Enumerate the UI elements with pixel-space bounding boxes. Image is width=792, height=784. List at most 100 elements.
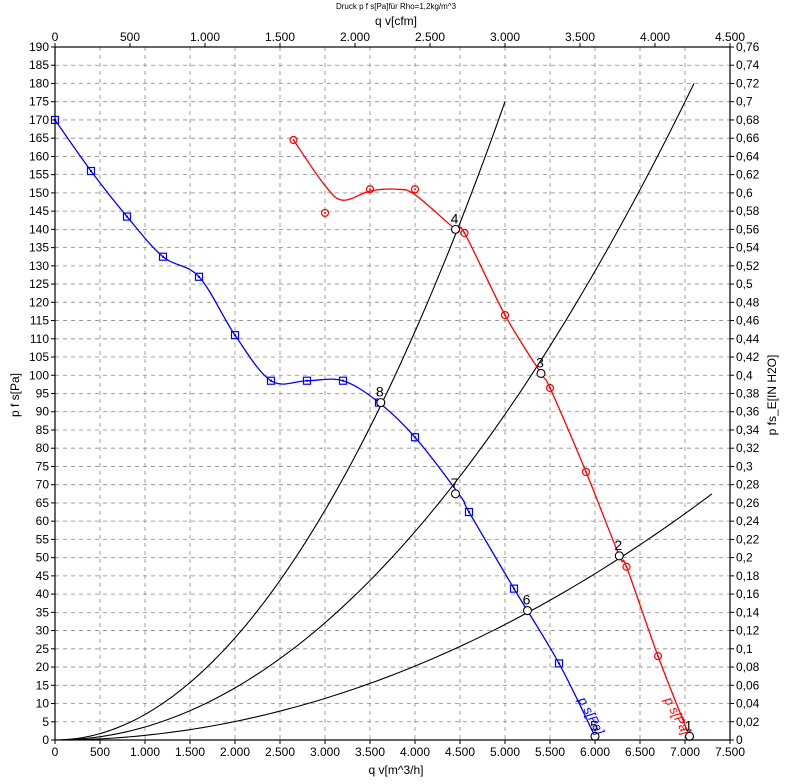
y-tick-label: 70 [36, 478, 50, 492]
operating-point [522, 605, 533, 616]
y-tick-label: 30 [36, 624, 50, 638]
y2-tick-label: 0,22 [736, 532, 760, 546]
y2-tick-label: 0,08 [736, 660, 760, 674]
y-tick-label: 65 [36, 496, 50, 510]
y-tick-label: 150 [29, 186, 49, 200]
y2-tick-label: 0,66 [736, 131, 760, 145]
x-tick-label: 7.000 [670, 745, 700, 759]
operating-point-label: 7 [451, 475, 459, 491]
series-marker-dot [414, 188, 416, 191]
series-marker [289, 135, 298, 145]
series-marker [509, 584, 519, 593]
y2-tick-label: 0,76 [736, 40, 760, 54]
series-marker [410, 433, 420, 442]
y-tick-label: 100 [29, 368, 49, 382]
y-tick-label: 20 [36, 660, 50, 674]
y-tick-label: 45 [36, 569, 50, 583]
series-marker-dot [342, 379, 344, 382]
series-marker [320, 208, 330, 218]
y2-tick-label: 0,16 [736, 587, 760, 601]
x2-tick-label: 3.000 [490, 30, 520, 44]
x-tick-label: 2.500 [265, 745, 295, 759]
y2-tick-label: 0,28 [736, 478, 760, 492]
grid [55, 47, 730, 740]
series-marker-dot [198, 275, 200, 278]
operating-point [450, 489, 461, 499]
series-line-1 [292, 139, 691, 737]
x-tick-label: 5.000 [490, 745, 520, 759]
y-tick-label: 0 [42, 733, 49, 747]
series-marker-dot [463, 232, 466, 235]
series-marker [194, 272, 204, 281]
x2-tick-label: 4.500 [715, 30, 745, 44]
y2-tick-label: 0,18 [736, 569, 760, 583]
y2-tick-label: 0,74 [736, 58, 760, 72]
y-tick-label: 105 [29, 350, 49, 364]
y-tick-label: 110 [30, 332, 49, 346]
series-marker [86, 166, 96, 176]
x-tick-label: 4.000 [400, 745, 430, 759]
operating-point [536, 368, 546, 378]
y-tick-label: 95 [36, 387, 50, 401]
y-tick-label: 120 [29, 295, 49, 309]
y-tick-label: 60 [36, 514, 50, 528]
x2-tick-label: 1.500 [265, 30, 295, 44]
x-tick-label: 500 [90, 745, 110, 759]
series-marker [158, 252, 168, 261]
x2-tick-label: 2.000 [340, 30, 370, 44]
series-marker [410, 185, 420, 194]
y2-tick-label: 0,72 [736, 76, 760, 90]
y2-tick-label: 0,56 [736, 222, 760, 236]
y2-tick-label: 0,6 [736, 186, 753, 200]
x-tick-label: 0 [52, 745, 59, 759]
y-tick-label: 115 [30, 314, 49, 328]
series-marker [338, 376, 348, 385]
y-tick-label: 135 [29, 241, 49, 255]
y2-tick-label: 0,54 [736, 241, 760, 255]
y2-tick-label: 0,3 [736, 459, 753, 473]
y-tick-label: 185 [29, 58, 49, 72]
x-tick-label: 1.000 [130, 745, 160, 759]
series-marker-dot [90, 170, 92, 173]
series-marker-dot [625, 565, 628, 568]
data-series [50, 115, 691, 737]
series-marker [230, 331, 240, 340]
series-marker-dot [513, 587, 515, 590]
series-marker-dot [468, 511, 470, 514]
y2-tick-label: 0,02 [736, 715, 760, 729]
x2-tick-label: 2.500 [415, 30, 445, 44]
series-marker-dot [414, 436, 416, 439]
series-marker-dot [585, 470, 587, 473]
y-tick-label: 80 [36, 441, 50, 455]
series-marker [500, 310, 510, 320]
axis-ticks: 0 500 1.000 1.500 2.000 2.500 3.000 3.500 4.000 4… [29, 30, 760, 759]
series-marker [653, 652, 663, 661]
series-marker [365, 185, 375, 194]
y-tick-label: 155 [29, 168, 49, 182]
y2-tick-label: 0,36 [736, 405, 760, 419]
y-tick-label: 15 [36, 678, 50, 692]
x-tick-label: 6.500 [625, 745, 655, 759]
series-marker-dot [558, 662, 560, 665]
y2-tick-label: 0,5 [736, 277, 753, 291]
plot-frame [54, 46, 731, 741]
series-marker [266, 376, 276, 385]
y-axis-label: p f s[Pa] [8, 373, 22, 417]
x-tick-label: 3.000 [310, 745, 340, 759]
x2-tick-label: 3.500 [565, 30, 595, 44]
x-tick-label: 6.000 [580, 745, 610, 759]
y-tick-label: 165 [29, 131, 49, 145]
series-marker [545, 383, 555, 393]
operating-point [614, 551, 624, 561]
y2-tick-label: 0,38 [736, 387, 760, 401]
series-marker [460, 228, 469, 238]
series-marker [581, 467, 591, 477]
y-tick-label: 40 [36, 587, 50, 601]
system-curves [54, 83, 713, 741]
y-tick-label: 130 [29, 259, 49, 273]
operating-point-label: 2 [614, 537, 622, 553]
y2-tick-label: 0,14 [736, 605, 760, 619]
y2-tick-label: 0,1 [736, 642, 753, 656]
series-marker [554, 659, 564, 668]
y-tick-label: 25 [36, 642, 50, 656]
